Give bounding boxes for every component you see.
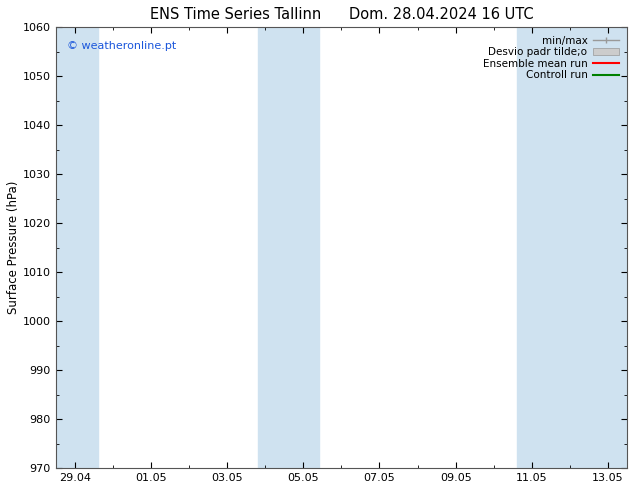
Bar xyxy=(257,27,318,468)
Title: ENS Time Series Tallinn      Dom. 28.04.2024 16 UTC: ENS Time Series Tallinn Dom. 28.04.2024 … xyxy=(150,7,533,22)
Bar xyxy=(517,27,627,468)
Text: © weatheronline.pt: © weatheronline.pt xyxy=(67,41,176,50)
Legend: min/max, Desvio padr tilde;o, Ensemble mean run, Controll run: min/max, Desvio padr tilde;o, Ensemble m… xyxy=(479,32,622,83)
Y-axis label: Surface Pressure (hPa): Surface Pressure (hPa) xyxy=(7,181,20,315)
Bar xyxy=(56,27,98,468)
